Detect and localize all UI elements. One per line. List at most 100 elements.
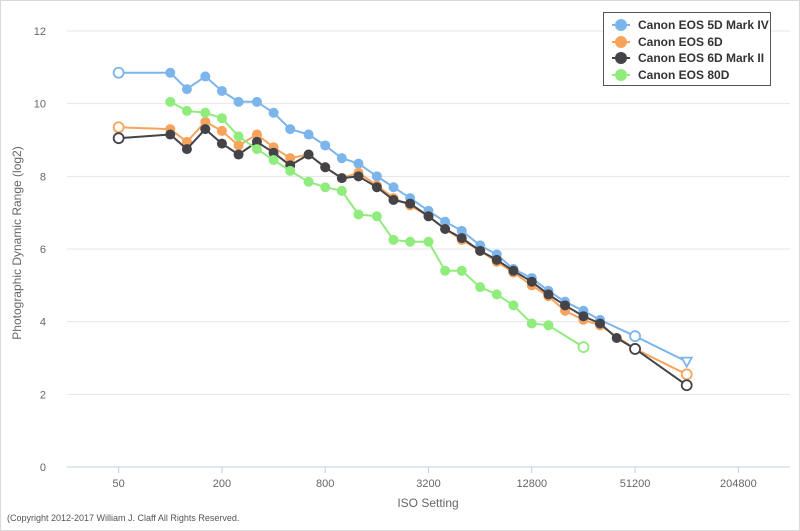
data-point <box>680 368 693 381</box>
data-point <box>595 318 606 329</box>
x-tick-label: 200 <box>213 478 231 490</box>
data-point <box>285 124 296 135</box>
legend-marker-icon <box>612 19 630 32</box>
x-tick-label: 50 <box>113 478 125 490</box>
series-1 <box>112 116 693 381</box>
legend-item-80d[interactable]: Canon EOS 80D <box>612 67 770 84</box>
data-point <box>577 341 590 354</box>
data-point <box>508 300 519 311</box>
y-tick-label: 6 <box>40 244 46 256</box>
data-point <box>336 153 347 164</box>
legend-label: Canon EOS 6D <box>638 34 723 49</box>
data-point <box>233 131 244 142</box>
data-point <box>268 147 279 158</box>
legend-item-6d-mark-ii[interactable]: Canon EOS 6D Mark II <box>612 50 770 67</box>
y-tick-label: 10 <box>34 99 46 111</box>
legend-item-6d[interactable]: Canon EOS 6D <box>612 34 770 51</box>
data-point <box>251 144 262 155</box>
data-point <box>629 343 641 355</box>
data-point <box>371 211 382 222</box>
data-point <box>475 245 486 256</box>
data-point <box>440 265 451 276</box>
legend-label: Canon EOS 5D Mark IV <box>638 18 769 33</box>
y-tick-label: 4 <box>40 317 46 329</box>
x-tick-label: 3200 <box>416 478 440 490</box>
data-point <box>251 136 262 147</box>
data-point <box>423 236 434 247</box>
data-point <box>112 132 125 145</box>
data-point <box>233 140 244 151</box>
data-point <box>423 211 434 222</box>
data-point <box>611 333 622 344</box>
data-point <box>181 105 192 116</box>
data-point <box>181 144 192 155</box>
data-point <box>388 194 399 205</box>
data-point <box>388 182 399 193</box>
data-point <box>320 140 331 151</box>
data-point <box>440 224 451 235</box>
y-tick-label: 0 <box>40 462 46 474</box>
data-point <box>165 67 176 78</box>
legend-marker-icon <box>612 35 630 48</box>
data-point <box>303 129 314 140</box>
x-tick-label: 12800 <box>516 478 547 490</box>
data-point <box>303 149 314 160</box>
data-point <box>371 182 382 193</box>
data-point <box>200 107 211 118</box>
x-tick-labels: 50 200 800 3200 12800 51200 204800 <box>113 467 757 490</box>
data-point <box>526 318 537 329</box>
data-point <box>165 96 176 107</box>
data-point <box>216 113 227 124</box>
data-point <box>200 124 211 135</box>
legend-marker-icon <box>612 68 630 81</box>
data-point <box>181 136 192 147</box>
y-tick-label: 8 <box>40 171 46 183</box>
data-point <box>233 149 244 160</box>
data-point <box>320 162 331 173</box>
data-point <box>200 71 211 82</box>
data-point <box>303 176 314 187</box>
data-point <box>680 356 694 369</box>
data-point <box>251 96 262 107</box>
legend-item-5d-mark-iv[interactable]: Canon EOS 5D Mark IV <box>612 17 770 34</box>
data-point <box>353 171 364 182</box>
data-point <box>456 265 467 276</box>
data-point <box>251 129 262 140</box>
data-point <box>475 282 486 293</box>
data-point <box>112 66 125 79</box>
legend: Canon EOS 5D Mark IV Canon EOS 6D Canon … <box>603 12 771 86</box>
data-point <box>405 236 416 247</box>
x-tick-label: 800 <box>316 478 334 490</box>
data-point <box>353 158 364 169</box>
data-point <box>200 116 211 127</box>
data-point <box>285 153 296 164</box>
data-point <box>526 276 537 287</box>
x-tick-label: 51200 <box>620 478 651 490</box>
data-point <box>508 265 519 276</box>
y-tick-labels: 0 2 4 6 8 10 12 <box>34 26 46 474</box>
legend-label: Canon EOS 80D <box>638 67 730 82</box>
data-point <box>181 84 192 95</box>
data-point <box>629 330 641 343</box>
data-point <box>216 85 227 96</box>
data-point <box>336 185 347 196</box>
data-point <box>216 125 227 136</box>
x-tick-label: 204800 <box>720 478 757 490</box>
data-point <box>268 154 279 165</box>
data-point <box>456 233 467 244</box>
data-point <box>440 216 451 227</box>
data-point <box>268 107 279 118</box>
data-point <box>543 289 554 300</box>
data-point <box>456 225 467 236</box>
series-layer <box>112 66 694 392</box>
data-point <box>285 165 296 176</box>
data-point <box>680 379 693 392</box>
series-line <box>118 120 688 376</box>
series-3 <box>165 96 590 354</box>
data-point <box>560 300 571 311</box>
data-point <box>543 320 554 331</box>
copyright-notice: (Copyright 2012-2017 William J. Claff Al… <box>7 513 240 523</box>
data-point <box>336 173 347 184</box>
y-tick-label: 2 <box>40 389 46 401</box>
